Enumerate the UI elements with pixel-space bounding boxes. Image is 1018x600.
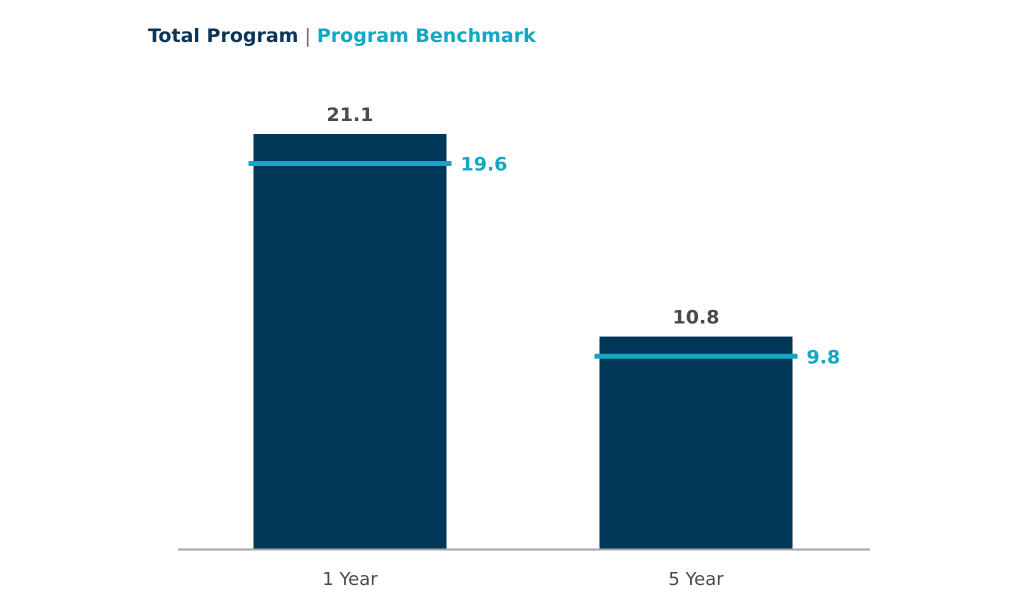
x-tick-label-2: 5 Year: [668, 569, 724, 590]
bar-value-label-1: 21.1: [327, 104, 374, 126]
legend-total-program: Total Program: [148, 25, 299, 47]
benchmark-value-label-1: 19.6: [461, 154, 508, 176]
chart-legend: Total Program | Program Benchmark: [148, 24, 536, 48]
bar-2: [599, 336, 793, 549]
benchmark-value-label-2: 9.8: [807, 346, 841, 368]
bar-1: [253, 134, 447, 549]
legend-separator: |: [304, 25, 311, 47]
legend-program-benchmark: Program Benchmark: [316, 25, 536, 47]
x-tick-label-1: 1 Year: [322, 569, 378, 590]
bar-value-label-2: 10.8: [673, 307, 720, 329]
